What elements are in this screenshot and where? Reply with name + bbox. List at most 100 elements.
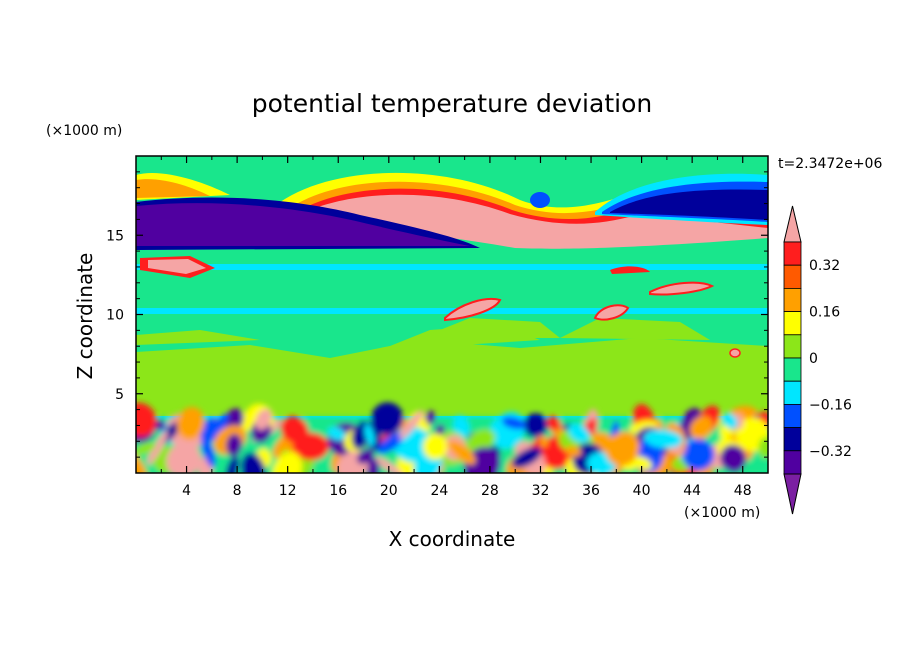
turb-cell [146,430,168,466]
turb-cell [546,415,561,431]
x-tick-label: 32 [532,483,550,499]
warm-blob-top-left-orange [136,179,210,198]
turb-cell [377,432,405,454]
contour-band-mid-warm [136,325,768,418]
colorbar-swatch [783,287,802,312]
turb-cell [136,447,149,473]
x-tick-label: 44 [683,483,701,499]
turb-cell [453,415,470,439]
x-axis-label: X coordinate [389,527,516,551]
cold-blob-small [530,192,550,208]
turb-cell [136,402,157,437]
colorbar-swatch [783,427,802,452]
colorbar-swatch [783,241,802,266]
warm-blob-42 [649,281,715,296]
colorbar-label: −0.32 [809,444,852,460]
turb-cell [226,433,243,457]
turb-cell [422,433,448,460]
turb-cell [568,423,590,443]
cyan-band-13 [136,264,768,270]
turb-cell [501,416,526,430]
time-label: t=2.3472e+06 [778,156,882,172]
turb-cell [425,410,436,425]
colorbar-swatch [783,264,802,289]
colorbar-swatch [783,357,802,382]
turb-cell [214,413,229,435]
turb-cell [399,410,424,440]
x-unit-label: (×1000 m) [684,505,760,521]
warm-arc-pink [310,194,768,249]
turb-cell [490,418,504,435]
turb-cell [565,446,582,457]
turb-cell [723,412,738,430]
y-unit-label: (×1000 m) [46,123,122,139]
x-tick-label: 40 [633,483,651,499]
turb-cell [448,440,476,465]
turb-cell [467,429,496,451]
colorbar-swatch [783,311,802,336]
contour-band-upper-warm [136,318,710,345]
x-tick-label: 24 [430,483,448,499]
y-axis-label: Z coordinate [73,253,97,380]
x-axis: 4 8 12 16 20 24 28 32 36 40 44 48 [160,156,752,499]
x-tick-label: 48 [734,483,752,499]
turb-cell [758,436,768,459]
colorbar-swatch [783,334,802,359]
turb-cell [511,447,542,468]
warm-blob-36 [593,304,630,321]
colorbar-label: −0.16 [809,397,852,413]
turb-cell [720,444,747,473]
turb-cell [351,423,369,450]
x-tick-label: 16 [329,483,347,499]
y-tick-label: 5 [115,387,124,403]
turb-cell [356,448,375,465]
colorbar-swatch [783,380,802,405]
turb-cell [689,416,713,440]
turb-cell [255,408,272,430]
x-tick-label: 36 [582,483,600,499]
y-tick-label: 15 [106,228,124,244]
turb-cell [271,452,303,473]
x-tick-label: 12 [279,483,297,499]
chart-title: potential temperature deviation [252,89,652,118]
cyan-band-10 [136,308,768,314]
colorbar-label: 0.32 [809,258,840,274]
turb-cell [682,438,715,471]
colorbar-swatch [783,403,802,428]
turb-cell [364,424,375,446]
turb-cell [201,435,216,468]
warm-blob-46 [729,348,741,358]
x-tick-label: 4 [182,483,191,499]
x-tick-label: 20 [380,483,398,499]
x-tick-label: 28 [481,483,499,499]
warm-blob-40 [610,266,650,274]
y-axis: 5 10 15 [106,171,768,458]
turb-cell [327,426,346,441]
turb-cell [292,432,330,461]
turb-cell [136,442,156,455]
turb-cell [435,424,445,436]
x-tick-label: 8 [233,483,242,499]
colorbar-label: 0.16 [809,305,840,321]
turb-cell [225,456,240,473]
colorbar-bottom-triangle [783,473,802,515]
warm-blob-24 [444,298,502,322]
y-tick-label: 10 [106,308,124,324]
turb-cell [241,452,266,473]
turb-cell [605,431,640,466]
turb-cell [179,412,197,434]
colorbar-top-triangle [783,205,802,243]
colorbar-label: 0 [809,351,818,367]
turb-cell [632,456,653,470]
turb-cell [643,429,683,449]
colorbar: 0.32 0.16 0 −0.16 −0.32 [783,205,852,515]
warm-blob-left-13-pink [148,259,206,274]
colorbar-swatch [783,450,802,475]
turb-cell [375,456,405,473]
turbulent-layer [136,402,768,473]
cold-slab-left-purple [136,203,470,246]
turb-cell [370,402,404,436]
plot-area [136,156,768,473]
turb-cell [523,413,548,438]
